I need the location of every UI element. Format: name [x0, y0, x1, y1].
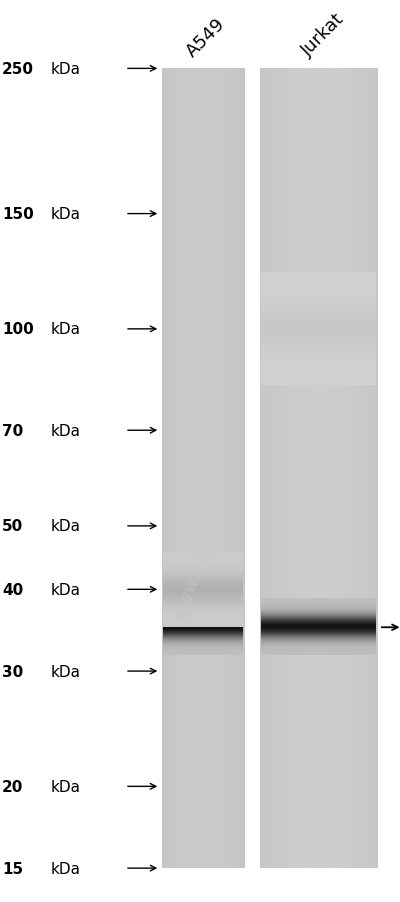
Text: kDa: kDa — [51, 779, 81, 794]
Text: kDa: kDa — [51, 582, 81, 597]
Text: kDa: kDa — [51, 423, 81, 438]
Text: 250: 250 — [2, 62, 34, 77]
Text: 100: 100 — [2, 322, 34, 337]
Text: kDa: kDa — [51, 861, 81, 876]
Text: kDa: kDa — [51, 322, 81, 337]
Text: kDa: kDa — [51, 519, 81, 534]
Text: 70: 70 — [2, 423, 23, 438]
Text: Jurkat: Jurkat — [298, 11, 348, 60]
Text: www.ptglab.com: www.ptglab.com — [172, 472, 235, 620]
Text: kDa: kDa — [51, 207, 81, 222]
Text: kDa: kDa — [51, 62, 81, 77]
Text: 30: 30 — [2, 664, 23, 679]
Text: 50: 50 — [2, 519, 23, 534]
Text: A549: A549 — [183, 14, 228, 60]
Text: kDa: kDa — [51, 664, 81, 679]
Text: 40: 40 — [2, 582, 23, 597]
Text: 20: 20 — [2, 779, 23, 794]
Text: 150: 150 — [2, 207, 34, 222]
Text: 15: 15 — [2, 861, 23, 876]
